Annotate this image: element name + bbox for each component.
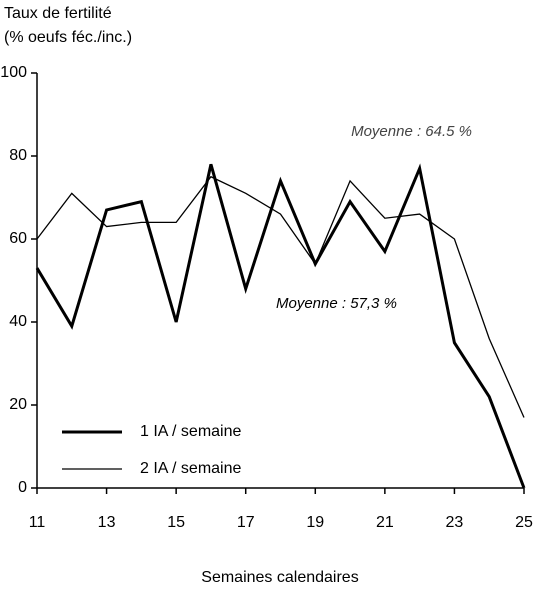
annotation: Moyenne : 57,3 % xyxy=(276,295,397,312)
y-axis-label: Taux de fertilité xyxy=(4,5,112,22)
line-series xyxy=(35,163,526,489)
x-tick-label: 21 xyxy=(376,514,394,531)
y-tick-label: 20 xyxy=(9,396,27,413)
y-tick-label: 60 xyxy=(9,230,27,247)
y-tick-label: 80 xyxy=(9,147,27,164)
y-axis-label: (% oeufs féc./inc.) xyxy=(4,29,132,46)
x-tick-label: 11 xyxy=(29,514,46,531)
x-tick-label: 17 xyxy=(237,514,255,531)
legend-label: 1 IA / semaine xyxy=(140,423,241,440)
x-axis-label: Semaines calendaires xyxy=(201,569,358,586)
y-tick-label: 100 xyxy=(0,64,27,81)
y-tick-label: 40 xyxy=(9,313,27,330)
x-tick-label: 25 xyxy=(515,514,533,531)
x-tick-label: 23 xyxy=(446,514,464,531)
x-tick-label: 13 xyxy=(98,514,116,531)
y-tick-label: 0 xyxy=(18,479,27,496)
x-tick-label: 15 xyxy=(167,514,185,531)
legend-label: 2 IA / semaine xyxy=(140,460,241,477)
annotation: Moyenne : 64.5 % xyxy=(351,123,472,140)
line-series xyxy=(36,175,525,418)
x-tick-label: 19 xyxy=(306,514,324,531)
